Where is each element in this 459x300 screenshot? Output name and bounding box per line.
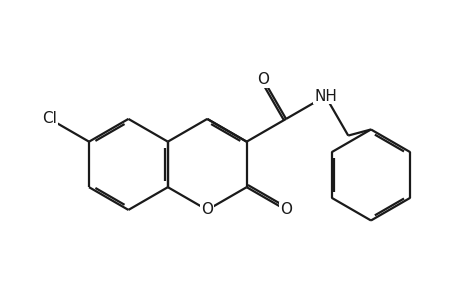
Text: NH: NH bbox=[313, 89, 336, 104]
Text: O: O bbox=[280, 202, 291, 217]
Text: O: O bbox=[257, 72, 269, 87]
Text: Cl: Cl bbox=[42, 111, 57, 126]
Text: O: O bbox=[201, 202, 213, 217]
